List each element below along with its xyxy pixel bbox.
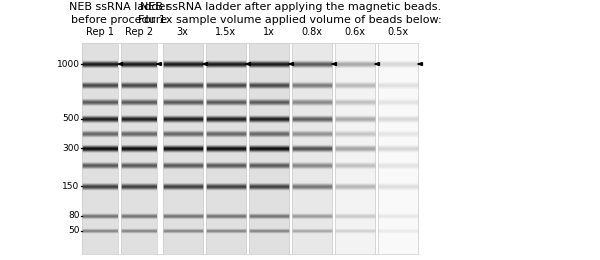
- Text: 80: 80: [68, 211, 80, 220]
- Polygon shape: [289, 63, 293, 66]
- Polygon shape: [203, 63, 208, 66]
- Text: 300: 300: [62, 144, 80, 153]
- Text: 1000: 1000: [56, 60, 80, 69]
- Text: 150: 150: [62, 182, 80, 191]
- Text: NEB ssRNA ladder
before procedure: NEB ssRNA ladder before procedure: [69, 2, 170, 25]
- Text: 0.6x: 0.6x: [344, 27, 365, 37]
- Text: 1x: 1x: [263, 27, 275, 37]
- Text: 1.5x: 1.5x: [215, 27, 236, 37]
- Polygon shape: [157, 63, 161, 66]
- Text: 0.8x: 0.8x: [301, 27, 322, 37]
- Polygon shape: [374, 63, 379, 66]
- Text: Rep 2: Rep 2: [125, 27, 153, 37]
- Polygon shape: [118, 63, 122, 66]
- Text: 0.5x: 0.5x: [387, 27, 408, 37]
- Text: 500: 500: [62, 114, 80, 123]
- Polygon shape: [332, 63, 337, 66]
- Text: 50: 50: [68, 226, 80, 235]
- Text: NEB ssRNA ladder after applying the magnetic beads.
For 1x sample volume applied: NEB ssRNA ladder after applying the magn…: [139, 2, 442, 25]
- Polygon shape: [418, 63, 422, 66]
- Polygon shape: [245, 63, 250, 66]
- Text: 3x: 3x: [177, 27, 188, 37]
- Text: Rep 1: Rep 1: [86, 27, 114, 37]
